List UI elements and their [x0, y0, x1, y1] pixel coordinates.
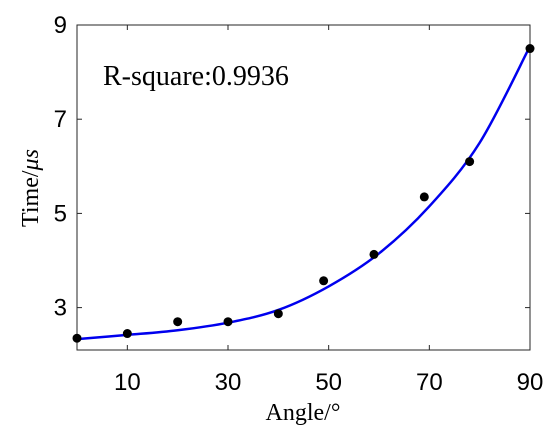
x-tick-label: 50 — [315, 369, 342, 396]
y-tick-label: 9 — [54, 12, 67, 39]
data-point — [173, 317, 183, 327]
data-point — [273, 309, 283, 319]
data-point — [525, 44, 535, 54]
data-point — [369, 249, 379, 259]
x-tick-label: 10 — [114, 369, 141, 396]
y-axis-label-prefix: Time/ — [18, 170, 44, 227]
data-point — [419, 192, 429, 202]
y-axis-label-unit: μs — [18, 149, 44, 171]
data-point — [319, 276, 329, 286]
x-tick-label: 30 — [215, 369, 242, 396]
y-tick-label: 3 — [54, 295, 67, 322]
data-point — [122, 329, 132, 339]
x-axis-label: Angle/° — [266, 400, 341, 426]
x-tick-label: 90 — [517, 369, 544, 396]
data-point — [223, 317, 233, 327]
y-axis-label: Time/μs — [18, 149, 44, 227]
y-tick-label: 5 — [54, 200, 67, 227]
x-tick-label: 70 — [416, 369, 443, 396]
data-point — [72, 333, 82, 343]
axis-ticks: 10 30 50 70 90 3 5 7 9 — [54, 12, 544, 396]
plot-frame — [76, 24, 531, 351]
data-points — [72, 44, 535, 343]
annotation-r-square: R-square:0.9936 — [103, 61, 289, 92]
data-point — [465, 157, 475, 167]
y-tick-label: 7 — [54, 106, 67, 133]
